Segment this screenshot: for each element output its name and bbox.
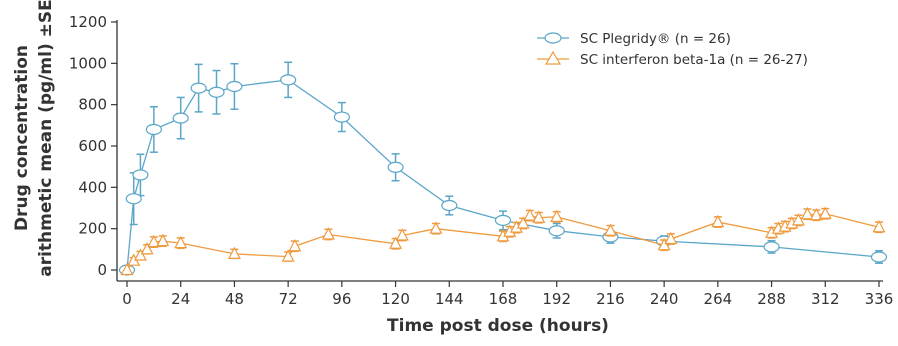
x-tick-label: 144 [435, 290, 464, 308]
y-axis-title-line-1: Drug concentration [12, 45, 32, 231]
x-tick-label: 96 [332, 290, 351, 308]
x-tick-label: 336 [865, 290, 894, 308]
data-point [172, 112, 189, 124]
data-point [321, 227, 335, 240]
x-tick-label: 240 [650, 290, 679, 308]
y-tick-label: 1000 [69, 54, 107, 72]
y-tick-label: 800 [78, 96, 107, 114]
data-point [226, 80, 243, 93]
legend-ellipse-marker-icon [544, 32, 562, 44]
data-point [550, 209, 564, 222]
data-point [548, 225, 565, 237]
data-point [429, 221, 443, 234]
data-point [140, 242, 154, 255]
data-point [281, 249, 295, 262]
legend-entry-plegridy: SC Plegridy® (n = 26) [537, 31, 731, 47]
data-point [516, 216, 530, 229]
data-point [389, 236, 403, 249]
x-axis-title: Time post dose (hours) [387, 316, 609, 336]
data-point [763, 241, 780, 253]
data-point [395, 228, 409, 241]
x-tick-label: 312 [811, 290, 840, 308]
data-point [818, 206, 832, 219]
data-point [280, 74, 297, 86]
data-point [664, 231, 678, 245]
data-point [494, 214, 512, 226]
x-tick-label: 216 [596, 290, 625, 308]
data-point [190, 82, 207, 94]
legend-entry-interferon: SC interferon beta-1a (n = 26-27) [537, 50, 808, 68]
y-tick-label: 400 [78, 178, 107, 196]
x-tick-label: 24 [171, 290, 190, 308]
data-point [132, 169, 149, 181]
data-point [156, 233, 170, 247]
data-point [147, 234, 161, 248]
x-tick-label: 120 [381, 290, 410, 308]
data-point [809, 207, 823, 221]
data-point [387, 161, 404, 173]
x-tick-label: 72 [279, 290, 298, 308]
data-point [227, 246, 241, 259]
data-point [288, 238, 302, 252]
data-point [532, 210, 546, 223]
data-point [523, 208, 537, 221]
legend-triangle-marker-icon [544, 50, 562, 65]
y-tick-label: 1200 [69, 13, 107, 31]
data-point [657, 237, 671, 251]
data-point [603, 223, 617, 236]
y-tick-label: 0 [97, 261, 107, 279]
series-1 [120, 206, 886, 276]
data-point [791, 213, 805, 226]
data-point [208, 86, 225, 98]
data-point [872, 219, 886, 233]
x-tick-label: 264 [704, 290, 733, 308]
data-point [133, 248, 147, 261]
y-tick-label: 200 [78, 220, 107, 238]
x-ticks: 0 24 48 72 96 120 144 168 192 216 240 264 288 312 336 [122, 281, 893, 308]
x-tick-label: 288 [757, 290, 786, 308]
legend-label-plegridy: SC Plegridy® (n = 26) [580, 31, 731, 47]
legend-label-interferon: SC interferon beta-1a (n = 26-27) [580, 52, 808, 68]
x-tick-label: 192 [542, 290, 571, 308]
data-point [125, 193, 142, 205]
x-tick-label: 0 [122, 290, 132, 308]
y-axis-title-line-2: arithmetic mean (pg/ml) ±SE [36, 0, 56, 277]
data-point [145, 123, 162, 136]
data-point [800, 206, 814, 220]
data-point [333, 111, 350, 123]
x-tick-label: 168 [489, 290, 518, 308]
series-0 [118, 61, 888, 276]
data-point [441, 199, 458, 212]
data-point [174, 235, 188, 249]
y-ticks: 0 200 400 600 800 1000 1200 [69, 13, 117, 279]
x-tick-label: 48 [225, 290, 244, 308]
data-point [711, 214, 725, 228]
data-point [870, 251, 888, 263]
data-point [120, 262, 134, 276]
legend: SC Plegridy® (n = 26) SC interferon beta… [537, 31, 808, 68]
y-tick-label: 600 [78, 137, 107, 155]
series-layer [118, 61, 888, 276]
series-line [126, 79, 880, 271]
